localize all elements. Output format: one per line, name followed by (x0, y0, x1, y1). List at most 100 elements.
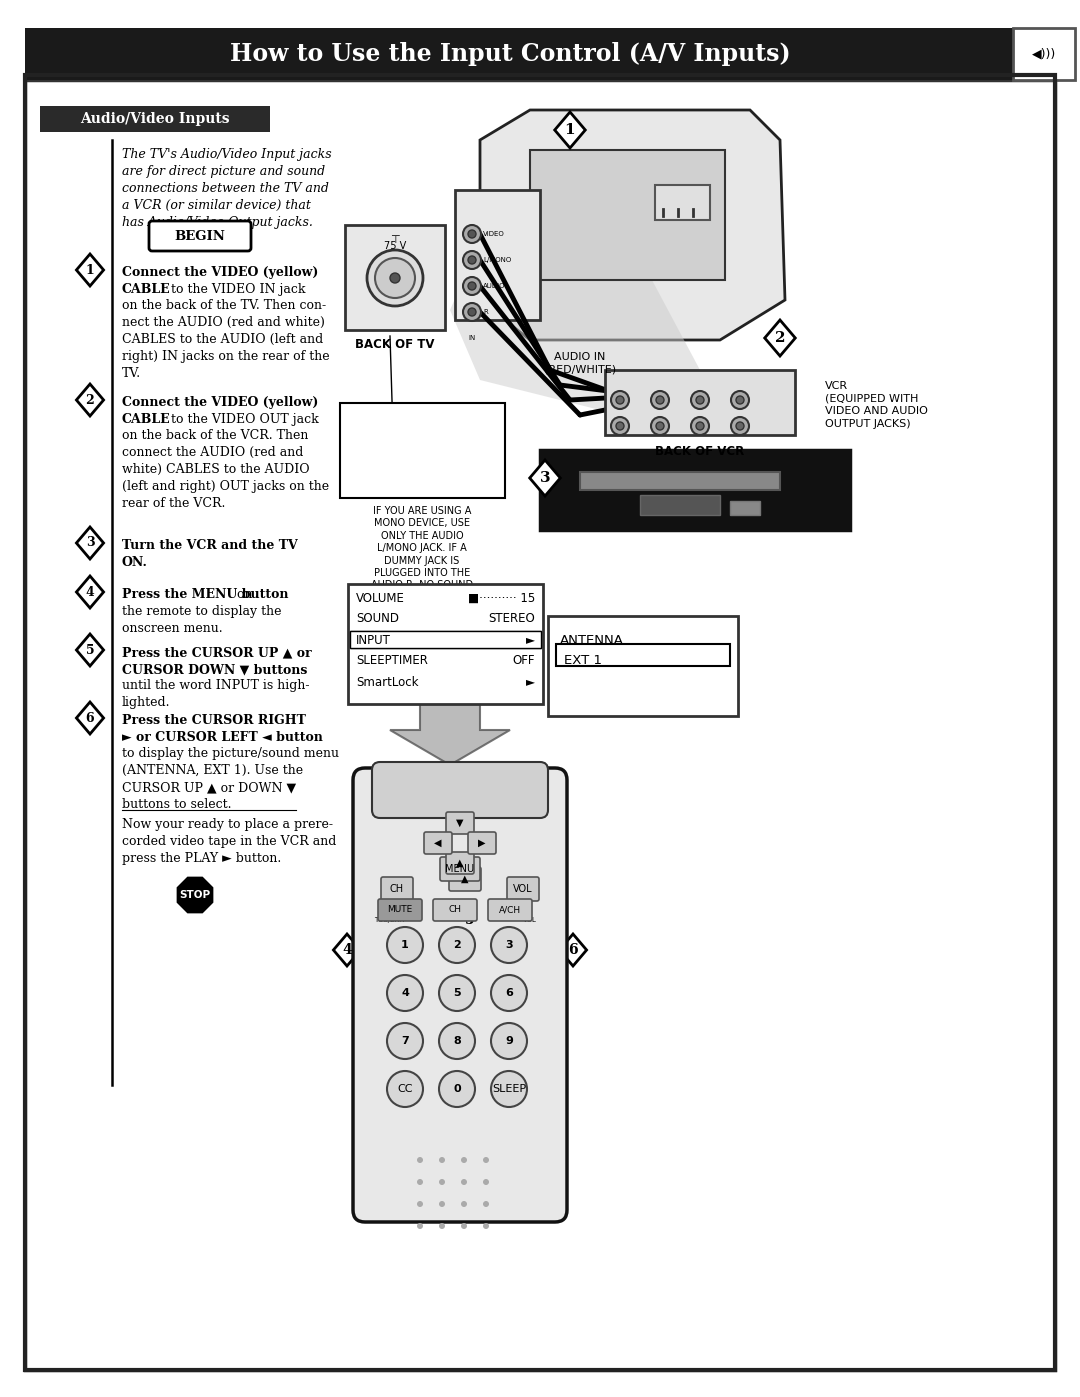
Text: ►: ► (526, 676, 535, 689)
Polygon shape (77, 384, 104, 416)
Text: SmartLock: SmartLock (356, 676, 419, 689)
Text: MENU: MENU (445, 863, 474, 875)
Text: ON.: ON. (122, 556, 148, 569)
Text: VCR
(EQUIPPED WITH
VIDEO AND AUDIO
OUTPUT JACKS): VCR (EQUIPPED WITH VIDEO AND AUDIO OUTPU… (825, 381, 928, 429)
Circle shape (417, 1222, 423, 1229)
Circle shape (691, 416, 708, 434)
Circle shape (417, 1157, 423, 1162)
Text: 7: 7 (401, 1037, 409, 1046)
Text: Press the CURSOR UP ▲ or: Press the CURSOR UP ▲ or (122, 645, 312, 659)
Text: ANTENNA: ANTENNA (561, 634, 624, 647)
Circle shape (468, 256, 476, 264)
FancyBboxPatch shape (149, 221, 251, 251)
Text: 3: 3 (540, 471, 551, 485)
Bar (730, 502, 760, 515)
Text: ▶: ▶ (478, 838, 486, 848)
Bar (350, 631, 541, 648)
Text: 5: 5 (465, 914, 475, 928)
Text: on the back of the VCR. Then
connect the AUDIO (red and
white) CABLES to the AUD: on the back of the VCR. Then connect the… (122, 429, 329, 510)
Text: ⊤: ⊤ (390, 235, 400, 244)
Bar (25, 28, 1013, 80)
Text: ▲: ▲ (461, 875, 469, 884)
Circle shape (367, 250, 423, 306)
Text: VOL: VOL (523, 916, 537, 923)
Bar (605, 370, 795, 434)
Text: CH: CH (448, 905, 461, 915)
Text: 8: 8 (454, 1037, 461, 1046)
Text: IF YOU ARE USING A
MONO DEVICE, USE
ONLY THE AUDIO
L/MONO JACK. IF A
DUMMY JACK : IF YOU ARE USING A MONO DEVICE, USE ONLY… (370, 506, 473, 602)
Text: Connect the VIDEO (yellow): Connect the VIDEO (yellow) (122, 395, 319, 409)
Text: ◀))): ◀))) (1031, 47, 1056, 60)
Text: SLEEP: SLEEP (491, 1084, 526, 1094)
FancyBboxPatch shape (488, 900, 532, 921)
FancyBboxPatch shape (507, 877, 539, 901)
Circle shape (731, 391, 750, 409)
Text: INPUT: INPUT (356, 633, 391, 647)
Text: CH: CH (390, 884, 404, 894)
Circle shape (438, 928, 475, 963)
Circle shape (390, 272, 400, 284)
Circle shape (616, 422, 624, 430)
Circle shape (616, 395, 624, 404)
Text: to the VIDEO OUT jack: to the VIDEO OUT jack (167, 414, 319, 426)
Circle shape (611, 391, 629, 409)
Text: 6: 6 (85, 711, 94, 725)
Circle shape (651, 391, 669, 409)
FancyBboxPatch shape (468, 833, 496, 854)
Circle shape (656, 395, 664, 404)
Text: 75 V: 75 V (383, 242, 406, 251)
Text: 2: 2 (85, 394, 94, 407)
Polygon shape (390, 704, 510, 766)
Circle shape (463, 303, 481, 321)
Text: Audio/Video Inputs: Audio/Video Inputs (80, 112, 230, 126)
Circle shape (463, 225, 481, 243)
Text: The TV's Audio/Video Input jacks
are for direct picture and sound
connections be: The TV's Audio/Video Input jacks are for… (122, 148, 332, 229)
Circle shape (461, 1179, 467, 1185)
Text: Now your ready to place a prere-
corded video tape in the VCR and
press the PLAY: Now your ready to place a prere- corded … (122, 819, 336, 865)
Polygon shape (178, 879, 212, 912)
Circle shape (483, 1157, 489, 1162)
Text: VOL: VOL (513, 884, 532, 894)
Text: on: on (233, 588, 253, 601)
Bar (540, 450, 850, 529)
Polygon shape (77, 634, 104, 666)
Text: 4: 4 (342, 943, 352, 957)
FancyBboxPatch shape (353, 768, 567, 1222)
Text: 5: 5 (454, 988, 461, 997)
Circle shape (491, 1071, 527, 1106)
Text: MUTE: MUTE (388, 905, 413, 915)
FancyBboxPatch shape (446, 812, 474, 834)
Circle shape (438, 1179, 445, 1185)
FancyBboxPatch shape (449, 868, 481, 891)
Text: 1: 1 (565, 123, 576, 137)
Polygon shape (77, 254, 104, 286)
Text: to the VIDEO IN jack: to the VIDEO IN jack (167, 284, 306, 296)
Circle shape (691, 391, 708, 409)
Text: 9: 9 (505, 1037, 513, 1046)
Text: SLEEPTIMER: SLEEPTIMER (356, 655, 428, 668)
Circle shape (438, 1071, 475, 1106)
Text: CC: CC (397, 1084, 413, 1094)
Polygon shape (457, 904, 484, 936)
Text: IN: IN (469, 335, 475, 341)
Circle shape (483, 1179, 489, 1185)
Text: to display the picture/sound menu
(ANTENNA, EXT 1). Use the
CURSOR UP ▲ or DOWN : to display the picture/sound menu (ANTEN… (122, 747, 339, 812)
Bar (556, 644, 730, 666)
Text: ▼: ▼ (456, 819, 463, 828)
Bar (1013, 28, 1075, 80)
Text: 3: 3 (85, 536, 94, 549)
FancyBboxPatch shape (440, 856, 480, 882)
Circle shape (468, 231, 476, 237)
Bar (654, 184, 710, 219)
Bar (580, 472, 780, 490)
Circle shape (468, 282, 476, 291)
Circle shape (735, 395, 744, 404)
Text: 1: 1 (85, 264, 94, 277)
Text: CABLE: CABLE (122, 414, 171, 426)
Circle shape (387, 1023, 423, 1059)
Circle shape (491, 1023, 527, 1059)
Text: AUDIO IN
(RED/WHITE): AUDIO IN (RED/WHITE) (544, 352, 616, 374)
Circle shape (461, 1201, 467, 1207)
Bar (455, 190, 540, 320)
Circle shape (696, 422, 704, 430)
